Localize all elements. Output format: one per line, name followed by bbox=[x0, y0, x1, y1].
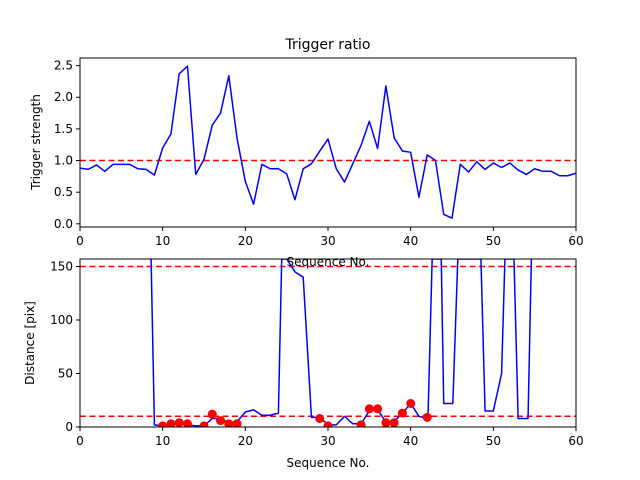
bottom-chart-point bbox=[422, 412, 432, 422]
bottom-chart-point bbox=[174, 418, 184, 427]
bottom-chart-point bbox=[323, 421, 333, 427]
bottom-chart-point bbox=[364, 404, 374, 414]
top-chart-x-ticks: 0 10 20 30 40 50 60 bbox=[76, 227, 584, 248]
bottom-chart-point bbox=[182, 419, 192, 427]
bottom-chart-x-tick-label: 30 bbox=[320, 434, 335, 448]
bottom-chart-point bbox=[224, 419, 234, 427]
bottom-chart-series bbox=[150, 259, 533, 427]
top-chart-frame bbox=[79, 57, 577, 228]
bottom-chart-y-ticks: 0 50 100 150 bbox=[50, 259, 80, 434]
top-chart-x-tick-label: 0 bbox=[76, 234, 84, 248]
bottom-chart-point bbox=[199, 421, 209, 427]
bottom-chart-point bbox=[207, 409, 217, 419]
bottom-chart-x-ticks: 0 10 20 30 40 50 60 bbox=[76, 427, 584, 448]
bottom-chart-xlabel: Sequence No. bbox=[287, 456, 370, 470]
bottom-chart-y-tick-label: 150 bbox=[50, 259, 73, 273]
bottom-chart-x-tick-label: 50 bbox=[486, 434, 501, 448]
bottom-chart-point bbox=[315, 413, 325, 423]
top-chart-y-tick-label: 2.5 bbox=[54, 59, 73, 73]
bottom-chart-point bbox=[216, 416, 226, 426]
top-chart-y-tick-label: 0.5 bbox=[54, 185, 73, 199]
bottom-chart-point bbox=[406, 398, 416, 408]
bottom-chart-series-line bbox=[150, 259, 533, 427]
bottom-chart-point bbox=[158, 421, 168, 427]
bottom-chart-ylabel: Distance [pix] bbox=[23, 301, 37, 385]
bottom-chart-x-tick-label: 20 bbox=[238, 434, 253, 448]
top-chart-y-ticks: 0.0 0.5 1.0 1.5 2.0 2.5 bbox=[54, 59, 80, 231]
bottom-chart-point bbox=[232, 419, 242, 427]
top-chart: Trigger ratio Trigger strength 0.0 0.5 1.0… bbox=[29, 37, 584, 248]
bottom-chart-point bbox=[356, 420, 366, 427]
bottom-chart-y-tick-label: 0 bbox=[65, 420, 73, 434]
top-chart-y-tick-label: 0.0 bbox=[54, 217, 73, 231]
bottom-chart-reference-lines bbox=[80, 265, 576, 418]
bottom-chart-point bbox=[373, 404, 383, 414]
bottom-chart-x-tick-label: 60 bbox=[568, 434, 583, 448]
top-chart-y-tick-label: 1.5 bbox=[54, 122, 73, 136]
bottom-chart-point bbox=[397, 408, 407, 418]
top-chart-series bbox=[80, 65, 576, 219]
bottom-chart-y-tick-label: 50 bbox=[58, 366, 73, 380]
bottom-chart-x-tick-label: 40 bbox=[403, 434, 418, 448]
top-chart-x-tick-label: 30 bbox=[320, 234, 335, 248]
bottom-chart-frame bbox=[79, 258, 577, 428]
top-chart-x-tick-label: 10 bbox=[155, 234, 170, 248]
top-chart-ylabel: Trigger strength bbox=[29, 94, 43, 191]
top-chart-x-tick-label: 40 bbox=[403, 234, 418, 248]
bottom-chart: Distance [pix] 0 50 100 150 0 10 20 30 40 50 60 S… bbox=[23, 258, 584, 470]
top-chart-y-tick-label: 1.0 bbox=[54, 154, 73, 168]
top-chart-x-tick-label: 60 bbox=[568, 234, 583, 248]
top-chart-x-tick-label: 50 bbox=[486, 234, 501, 248]
top-chart-title: Trigger ratio bbox=[284, 37, 370, 53]
top-chart-xlabel: Sequence No. bbox=[287, 255, 370, 269]
bottom-chart-x-tick-label: 0 bbox=[76, 434, 84, 448]
top-chart-series-line bbox=[80, 65, 576, 219]
top-chart-y-tick-label: 2.0 bbox=[54, 90, 73, 104]
bottom-chart-point bbox=[166, 419, 176, 427]
bottom-chart-point bbox=[389, 418, 399, 427]
bottom-chart-x-tick-label: 10 bbox=[155, 434, 170, 448]
top-chart-x-tick-label: 20 bbox=[238, 234, 253, 248]
bottom-chart-point bbox=[381, 418, 391, 427]
bottom-chart-y-tick-label: 100 bbox=[50, 313, 73, 327]
